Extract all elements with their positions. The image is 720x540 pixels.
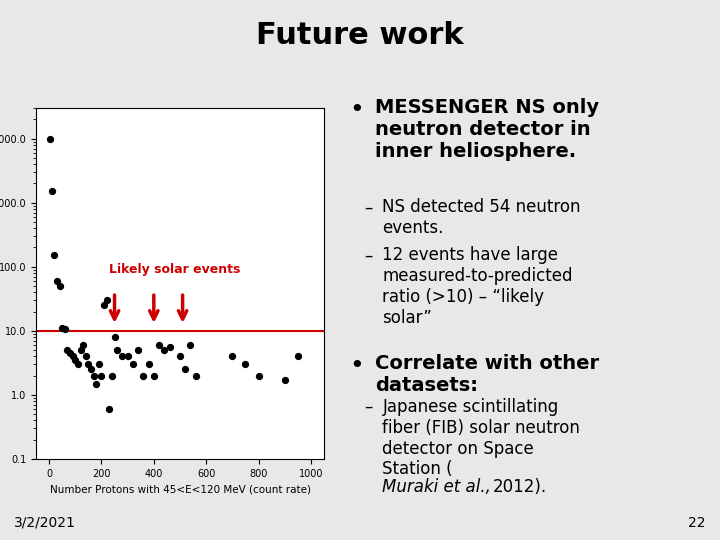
Point (72, 360, 84, 369)
Point (54, 282, 66, 291)
Text: •: • (349, 354, 364, 378)
Point (174, 352, 186, 361)
Point (158, 346, 170, 354)
Point (91, 379, 102, 388)
Point (77, 341, 89, 349)
Point (85, 365, 96, 374)
Point (93, 360, 104, 369)
Point (104, 405, 115, 414)
Text: MESSENGER NS only
neutron detector in
inner heliosphere.: MESSENGER NS only neutron detector in in… (375, 98, 599, 161)
Text: 22: 22 (688, 516, 706, 530)
Point (96, 372, 107, 380)
Point (62, 346, 73, 354)
X-axis label: Number Protons with 45<E<120 MeV (count rate): Number Protons with 45<E<120 MeV (count … (50, 484, 310, 494)
Point (56, 324, 68, 333)
Point (292, 352, 304, 361)
Text: •: • (349, 98, 364, 123)
Text: Muraki et al.,: Muraki et al., (382, 478, 491, 496)
Point (75, 346, 86, 354)
Point (112, 346, 123, 354)
Point (148, 372, 160, 380)
Point (99, 301, 110, 309)
Point (143, 360, 154, 369)
Text: Correlate with other
datasets:: Correlate with other datasets: (375, 354, 599, 395)
Point (153, 341, 165, 349)
Point (106, 372, 117, 380)
Point (83, 360, 94, 369)
Text: 12 events have large
measured-to-predicted
ratio (>10) – “likely
solar”: 12 events have large measured-to-predict… (382, 246, 573, 327)
Point (190, 372, 202, 380)
Point (227, 352, 238, 361)
Point (64, 349, 76, 357)
Point (127, 360, 139, 369)
Point (279, 376, 290, 384)
Point (48, 251, 60, 260)
Point (132, 346, 144, 354)
Point (70, 356, 81, 364)
Point (163, 343, 175, 352)
Text: 2012).: 2012). (492, 478, 546, 496)
Point (59, 325, 71, 334)
Point (122, 352, 133, 361)
Text: –: – (364, 246, 372, 264)
Text: NS detected 54 neutron
events.: NS detected 54 neutron events. (382, 198, 581, 237)
Point (51, 276, 63, 285)
Point (109, 333, 120, 341)
Point (46, 187, 58, 195)
Text: Future work: Future work (256, 21, 464, 50)
Text: 3/2/2021: 3/2/2021 (14, 516, 76, 530)
Text: Likely solar events: Likely solar events (109, 263, 240, 276)
Point (138, 372, 149, 380)
Point (88, 372, 99, 380)
Text: Japanese scintillating
fiber (FIB) solar neutron
detector on Space
Station (: Japanese scintillating fiber (FIB) solar… (382, 398, 580, 478)
Point (179, 365, 191, 374)
Point (101, 296, 112, 305)
Point (185, 341, 197, 349)
Point (117, 352, 128, 361)
Point (45, 134, 56, 143)
Text: –: – (364, 198, 372, 217)
Text: –: – (364, 398, 372, 416)
Point (253, 372, 264, 380)
Point (240, 360, 251, 369)
Point (80, 352, 91, 361)
Point (67, 352, 78, 361)
